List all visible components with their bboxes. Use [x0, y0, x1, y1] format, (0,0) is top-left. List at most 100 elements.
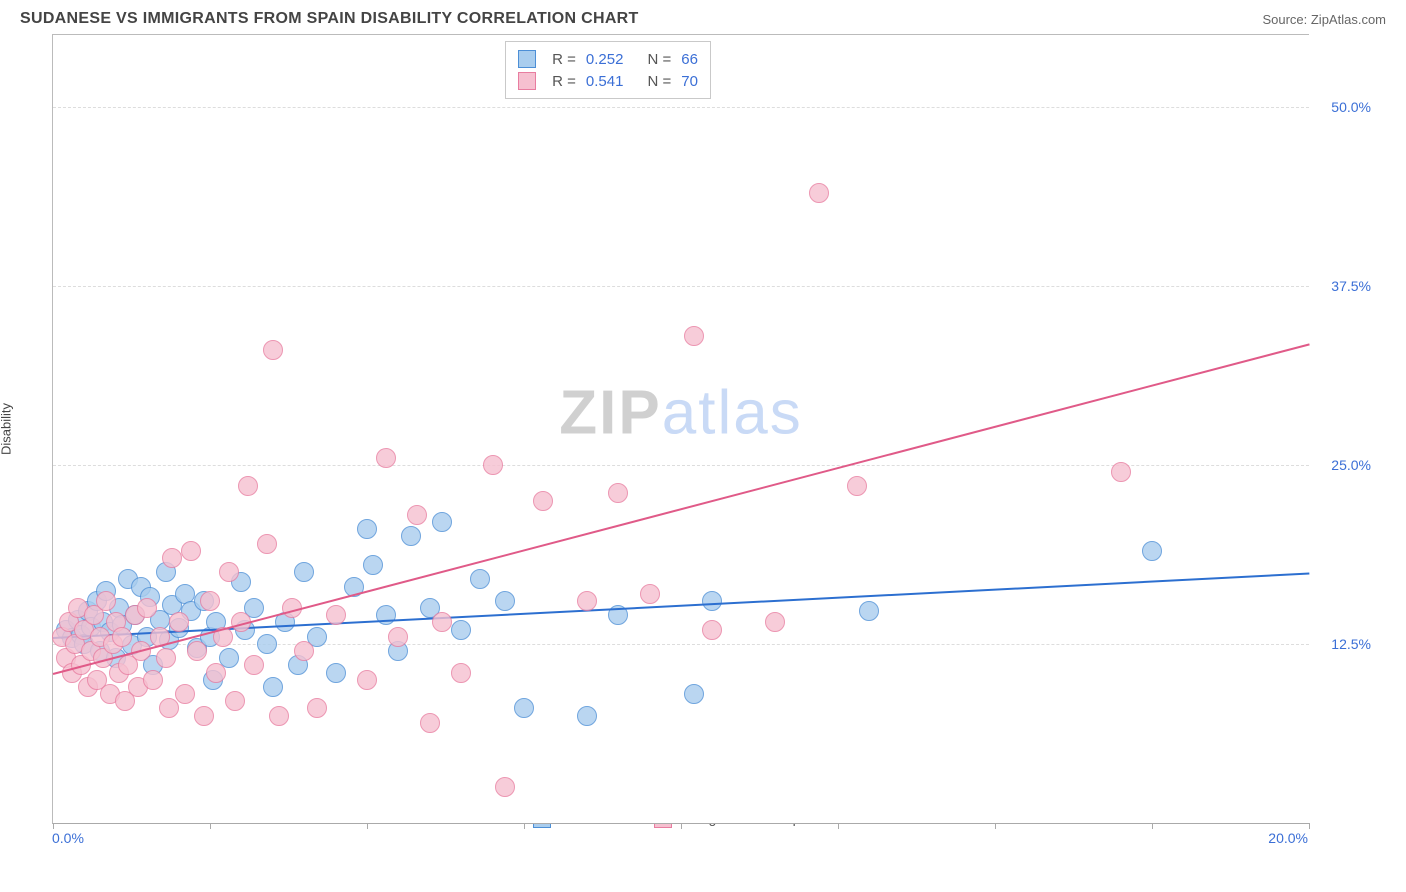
data-point: [514, 698, 534, 718]
r-label: R =: [552, 73, 576, 90]
n-label: N =: [647, 73, 671, 90]
ytick-label: 37.5%: [1331, 278, 1371, 294]
xtick: [367, 823, 368, 829]
data-point: [307, 698, 327, 718]
data-point: [388, 627, 408, 647]
data-point: [112, 627, 132, 647]
data-point: [702, 591, 722, 611]
ytick-label: 12.5%: [1331, 636, 1371, 652]
xtick: [524, 823, 525, 829]
data-point: [257, 634, 277, 654]
data-point: [294, 641, 314, 661]
gridline: [53, 286, 1309, 287]
data-point: [407, 505, 427, 525]
data-point: [495, 777, 515, 797]
data-point: [363, 555, 383, 575]
header-row: SUDANESE VS IMMIGRANTS FROM SPAIN DISABI…: [0, 0, 1406, 28]
xtick: [1309, 823, 1310, 829]
data-point: [483, 455, 503, 475]
data-point: [96, 591, 116, 611]
data-point: [451, 663, 471, 683]
xtick: [1152, 823, 1153, 829]
data-point: [809, 183, 829, 203]
data-point: [244, 655, 264, 675]
data-point: [194, 706, 214, 726]
xtick: [995, 823, 996, 829]
data-point: [847, 476, 867, 496]
data-point: [432, 612, 452, 632]
data-point: [206, 663, 226, 683]
data-point: [702, 620, 722, 640]
data-point: [1142, 541, 1162, 561]
data-point: [169, 612, 189, 632]
xtick: [838, 823, 839, 829]
data-point: [159, 698, 179, 718]
xtick: [210, 823, 211, 829]
r-label: R =: [552, 51, 576, 68]
data-point: [640, 584, 660, 604]
data-point: [162, 548, 182, 568]
data-point: [326, 605, 346, 625]
data-point: [376, 448, 396, 468]
data-point: [1111, 462, 1131, 482]
data-point: [269, 706, 289, 726]
data-point: [401, 526, 421, 546]
xaxis-labels: 0.0% SudaneseImmigrants from Spain 20.0%: [52, 830, 1308, 846]
gridline: [53, 644, 1309, 645]
r-value: 0.252: [586, 51, 624, 68]
data-point: [137, 598, 157, 618]
stats-swatch: [518, 72, 536, 90]
n-label: N =: [647, 51, 671, 68]
data-point: [238, 476, 258, 496]
data-point: [495, 591, 515, 611]
data-point: [257, 534, 277, 554]
plot-area: ZIPatlas R = 0.252N = 66R = 0.541N = 70 …: [52, 34, 1309, 824]
data-point: [533, 491, 553, 511]
data-point: [608, 483, 628, 503]
watermark: ZIPatlas: [559, 378, 802, 449]
chart-wrapper: Disability ZIPatlas R = 0.252N = 66R = 0…: [20, 34, 1386, 824]
stats-legend: R = 0.252 N = 66 R = 0.541 N = 70: [505, 41, 711, 99]
yaxis-title: Disability: [0, 403, 14, 455]
data-point: [765, 612, 785, 632]
data-point: [684, 326, 704, 346]
data-point: [432, 512, 452, 532]
xaxis-min-label: 0.0%: [52, 830, 84, 846]
data-point: [219, 562, 239, 582]
data-point: [156, 648, 176, 668]
ytick-label: 25.0%: [1331, 457, 1371, 473]
xtick: [681, 823, 682, 829]
stats-row: R = 0.252 N = 66: [518, 48, 698, 70]
stats-swatch: [518, 50, 536, 68]
watermark-atlas: atlas: [662, 379, 803, 448]
data-point: [200, 591, 220, 611]
data-point: [326, 663, 346, 683]
data-point: [577, 591, 597, 611]
data-point: [143, 670, 163, 690]
data-point: [225, 691, 245, 711]
stats-row: R = 0.541 N = 70: [518, 70, 698, 92]
watermark-zip: ZIP: [559, 379, 661, 448]
ytick-label: 50.0%: [1331, 99, 1371, 115]
xtick: [53, 823, 54, 829]
data-point: [451, 620, 471, 640]
data-point: [684, 684, 704, 704]
data-point: [187, 641, 207, 661]
n-value: 66: [681, 51, 698, 68]
source-label: Source: ZipAtlas.com: [1262, 12, 1386, 27]
r-value: 0.541: [586, 73, 624, 90]
data-point: [263, 677, 283, 697]
data-point: [859, 601, 879, 621]
data-point: [357, 519, 377, 539]
n-value: 70: [681, 73, 698, 90]
data-point: [577, 706, 597, 726]
trend-line: [53, 343, 1309, 674]
data-point: [181, 541, 201, 561]
data-point: [175, 684, 195, 704]
data-point: [420, 713, 440, 733]
data-point: [357, 670, 377, 690]
xaxis-max-label: 20.0%: [1268, 830, 1308, 846]
gridline: [53, 107, 1309, 108]
data-point: [263, 340, 283, 360]
chart-title: SUDANESE VS IMMIGRANTS FROM SPAIN DISABI…: [20, 10, 639, 28]
